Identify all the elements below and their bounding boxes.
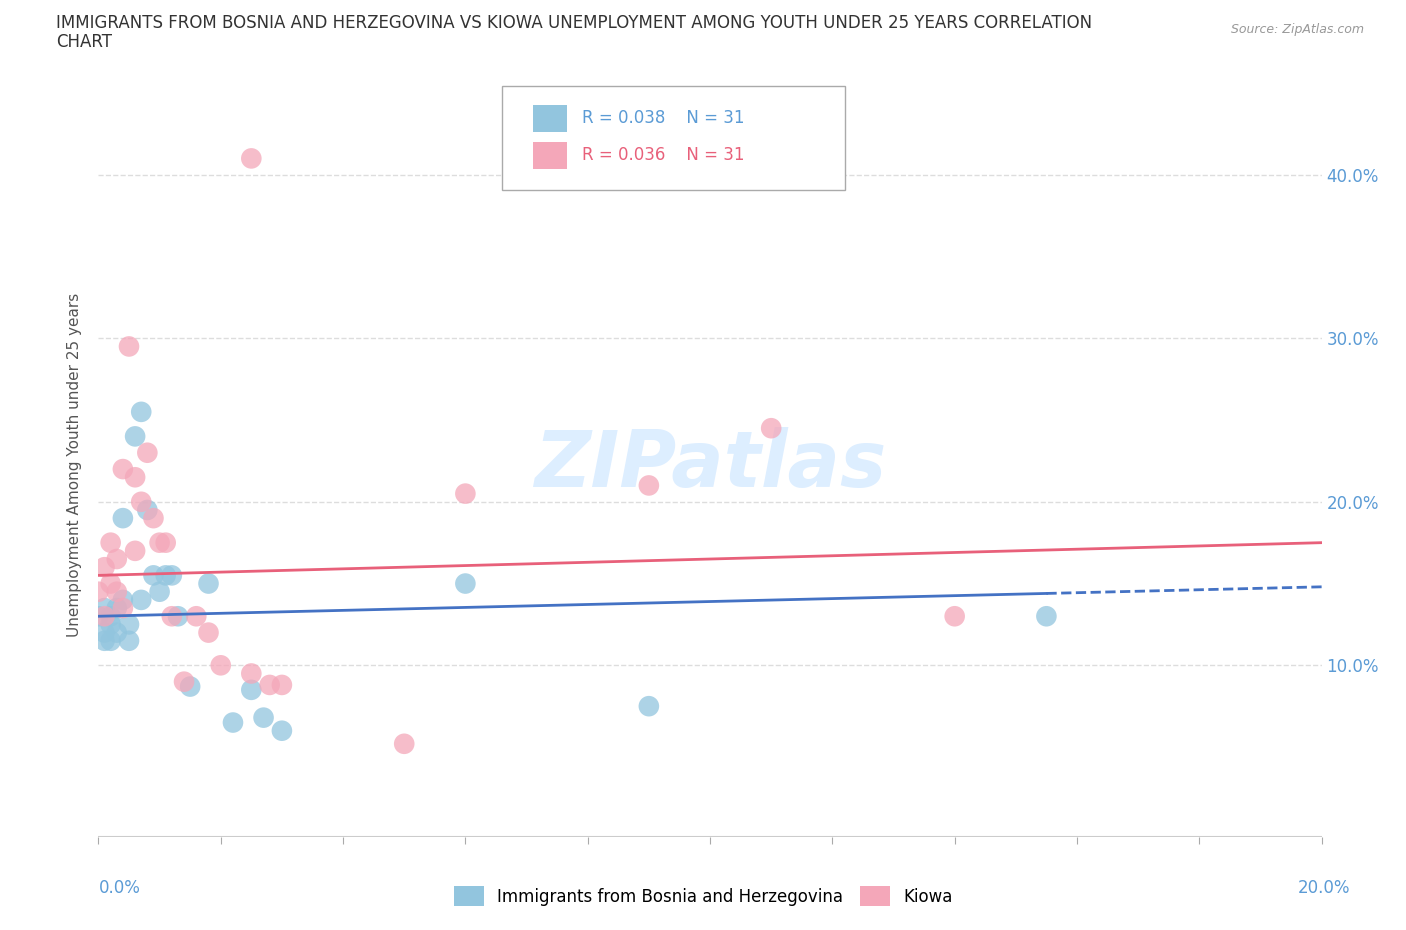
Point [637, 478, 661, 493]
Point [136, 445, 159, 460]
Legend: Immigrants from Bosnia and Herzegovina, Kiowa: Immigrants from Bosnia and Herzegovina, … [447, 880, 959, 912]
Point [155, 568, 177, 583]
Point [129, 592, 152, 607]
Y-axis label: Unemployment Among Youth under 25 years: Unemployment Among Youth under 25 years [67, 293, 83, 637]
Point [270, 724, 292, 738]
Point [111, 461, 134, 476]
Point [149, 584, 172, 599]
Point [87, 584, 110, 599]
Bar [533, 105, 567, 132]
Text: 0.0%: 0.0% [98, 879, 141, 897]
Point [943, 609, 966, 624]
Point [173, 674, 195, 689]
Text: CHART: CHART [56, 33, 112, 50]
Point [252, 711, 274, 725]
Point [637, 698, 661, 713]
Point [222, 715, 245, 730]
Point [240, 666, 263, 681]
Point [87, 609, 110, 624]
Text: 20.0%: 20.0% [1298, 879, 1350, 897]
Point [179, 679, 201, 694]
Point [259, 677, 281, 692]
Point [111, 511, 134, 525]
Point [124, 470, 146, 485]
Point [93, 601, 115, 616]
Text: IMMIGRANTS FROM BOSNIA AND HERZEGOVINA VS KIOWA UNEMPLOYMENT AMONG YOUTH UNDER 2: IMMIGRANTS FROM BOSNIA AND HERZEGOVINA V… [56, 14, 1092, 32]
FancyBboxPatch shape [502, 86, 845, 190]
Point [118, 339, 141, 354]
Point [100, 609, 122, 624]
Point [209, 658, 232, 672]
Point [454, 576, 477, 591]
Point [118, 633, 141, 648]
Point [155, 536, 177, 551]
Point [100, 617, 122, 631]
Point [105, 551, 128, 566]
Point [454, 486, 477, 501]
Point [392, 737, 416, 751]
Point [197, 576, 219, 591]
Point [149, 536, 172, 551]
Point [240, 151, 263, 166]
Point [136, 502, 159, 517]
Text: Source: ZipAtlas.com: Source: ZipAtlas.com [1230, 23, 1364, 36]
Point [142, 511, 165, 525]
Point [105, 584, 128, 599]
Point [100, 576, 122, 591]
Point [167, 609, 190, 624]
Point [93, 560, 115, 575]
Point [105, 625, 128, 640]
Point [100, 633, 122, 648]
Point [1035, 609, 1057, 624]
Point [129, 495, 152, 510]
Point [240, 683, 263, 698]
Text: R = 0.036    N = 31: R = 0.036 N = 31 [582, 147, 744, 165]
Point [129, 405, 152, 419]
Point [93, 633, 115, 648]
Text: ZIPatlas: ZIPatlas [534, 427, 886, 503]
Bar [533, 142, 567, 169]
Point [93, 625, 115, 640]
Point [197, 625, 219, 640]
Point [111, 601, 134, 616]
Point [100, 536, 122, 551]
Point [759, 420, 782, 435]
Point [160, 609, 183, 624]
Point [124, 543, 146, 558]
Point [160, 568, 183, 583]
Point [105, 601, 128, 616]
Text: R = 0.038    N = 31: R = 0.038 N = 31 [582, 110, 744, 127]
Point [111, 592, 134, 607]
Point [142, 568, 165, 583]
Point [93, 609, 115, 624]
Point [124, 429, 146, 444]
Point [118, 617, 141, 631]
Point [186, 609, 208, 624]
Point [270, 677, 292, 692]
